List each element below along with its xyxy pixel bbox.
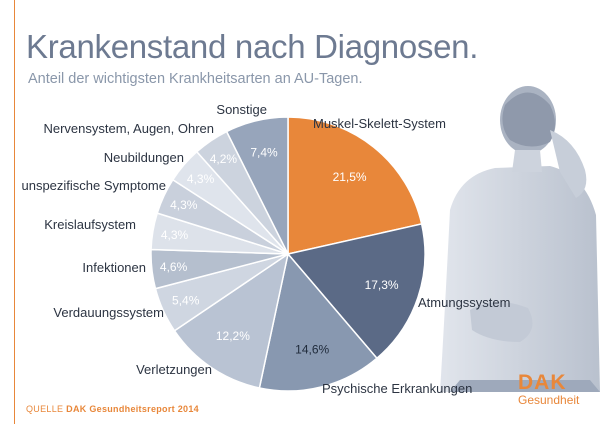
pie-category-label: Muskel-Skelett-System xyxy=(313,116,446,131)
source-footer: QUELLE DAK Gesundheitsreport 2014 xyxy=(26,404,199,414)
pie-value-label: 21,5% xyxy=(333,170,367,184)
pie-value-label: 17,3% xyxy=(365,278,399,292)
woman-back-pain-photo xyxy=(440,86,600,392)
pie-value-label: 12,2% xyxy=(216,329,250,343)
pie-category-label: Sonstige xyxy=(216,102,267,117)
logo-subtitle: Gesundheit xyxy=(518,393,580,407)
pie-category-label: Infektionen xyxy=(82,260,146,275)
pie-value-label: 7,4% xyxy=(250,146,278,160)
pie-value-label: 4,2% xyxy=(210,152,238,166)
pie-category-label: Verdauungssystem xyxy=(53,305,164,320)
pie-category-label: Neubildungen xyxy=(104,150,184,165)
pie-category-label: Kreislaufsystem xyxy=(44,217,136,232)
dak-logo: DAK Gesundheit xyxy=(518,372,590,412)
pie-value-label: 5,4% xyxy=(172,293,200,307)
pie-value-label: 4,3% xyxy=(161,228,189,242)
pie-category-label: Psychische Erkrankungen xyxy=(322,381,472,396)
pie-category-label: Atmungssystem xyxy=(418,295,510,310)
pie-slice-atmungssystem xyxy=(286,223,426,360)
pie-value-label: 4,3% xyxy=(187,172,215,186)
page-subtitle: Anteil der wichtigsten Krankheitsarten a… xyxy=(28,71,363,87)
source-name: DAK Gesundheitsreport 2014 xyxy=(66,404,199,414)
pie-value-label: 4,6% xyxy=(160,260,188,274)
pie-slice-muskel-skelett-system xyxy=(287,116,423,255)
pie-slice-verletzungen xyxy=(173,252,290,389)
pie-value-label: 14,6% xyxy=(295,343,329,357)
pie-category-label: unspezifische Symptome xyxy=(21,178,166,193)
pie-value-label: 4,3% xyxy=(170,198,198,212)
source-label: QUELLE xyxy=(26,404,64,414)
accent-line xyxy=(14,0,15,424)
page-title: Krankenstand nach Diagnosen. xyxy=(26,28,479,65)
pie-slice-sonstige xyxy=(225,116,289,255)
logo-word: DAK xyxy=(518,371,567,394)
pie-slice-psychische-erkrankungen xyxy=(258,252,378,392)
pie-category-label: Nervensystem, Augen, Ohren xyxy=(43,121,214,136)
pie-category-label: Verletzungen xyxy=(136,362,212,377)
